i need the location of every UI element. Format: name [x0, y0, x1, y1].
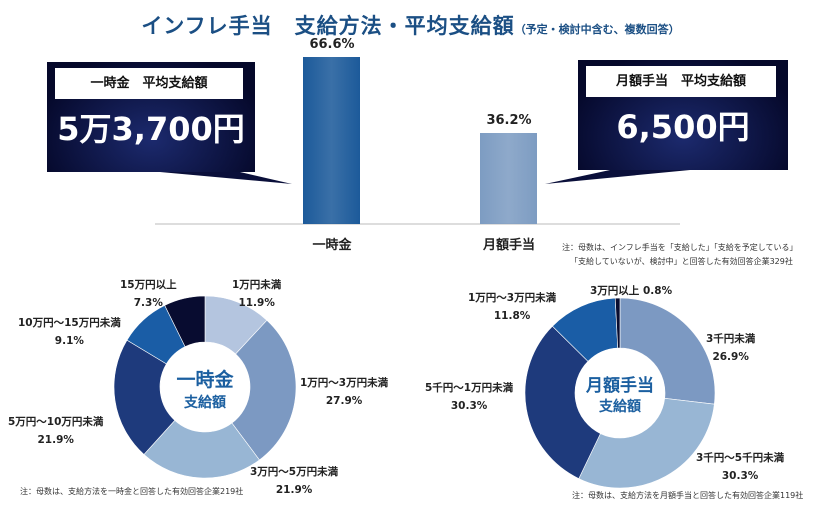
note-bar-1: 注：母数は、インフレ手当を「支給した」「支給を予定している」	[562, 243, 798, 252]
callout-value: 5万3,700円	[57, 110, 245, 148]
slice-label: 3千円～5千円未満	[696, 452, 785, 464]
callout-value: 6,500円	[616, 108, 750, 146]
slice-value: 9.1%	[54, 335, 84, 347]
slice-value: 30.3%	[450, 400, 488, 412]
note-donut-2: 注：母数は、支給方法を月額手当と回答した有効回答企業119社	[572, 491, 804, 500]
slice-value: 30.3%	[721, 470, 759, 482]
note-donut-1: 注：母数は、支給方法を一時金と回答した有効回答企業219社	[20, 487, 244, 496]
donut-slice	[619, 297, 716, 405]
slice-value: 0.8%	[642, 285, 673, 297]
subtitle-text: （予定・検討中含む、複数回答）	[514, 23, 680, 36]
donut-slice	[524, 325, 601, 479]
callout-tail-left	[160, 172, 292, 184]
donut-center-title: 月額手当	[586, 376, 654, 396]
bar-value-label: 66.6%	[309, 37, 355, 52]
slice-label: 1万円～3万円未満	[300, 377, 389, 389]
bar-category-label: 月額手当	[482, 238, 535, 253]
slice-value: 21.9%	[37, 434, 74, 446]
donut-slice	[578, 397, 715, 489]
slice-label: 5万円～10万円未満	[8, 416, 104, 428]
bar-category-label: 一時金	[312, 238, 352, 253]
slice-value: 11.8%	[493, 310, 531, 322]
slice-value: 26.9%	[712, 351, 749, 363]
slice-value: 11.9%	[238, 297, 275, 309]
slice-label: 10万円～15万円未満	[18, 317, 121, 329]
callout-tail-right	[545, 170, 690, 184]
donut-slice	[231, 319, 297, 461]
bar-0	[303, 57, 360, 224]
chart-title: インフレ手当 支給方法・平均支給額（予定・検討中含む、複数回答）	[0, 10, 821, 40]
bar-value-label: 36.2%	[486, 113, 532, 129]
slice-label: 3万円以上	[590, 285, 640, 297]
slice-label: 3千円未満	[706, 333, 756, 345]
slice-value: 21.9%	[275, 484, 313, 496]
donut-center-title: 一時金	[176, 369, 234, 391]
donut-center-subtitle: 支給額	[184, 395, 226, 411]
title-text: インフレ手当 支給方法・平均支給額	[141, 14, 515, 38]
slice-label: 5千円～1万円未満	[425, 382, 514, 394]
slice-label: 1万円未満	[232, 279, 282, 291]
slice-value: 27.9%	[325, 395, 363, 407]
slice-value: 7.3%	[133, 297, 163, 309]
donut-slice	[614, 297, 621, 349]
callout-label: 月額手当 平均支給額	[586, 66, 776, 97]
callout-label: 一時金 平均支給額	[55, 68, 243, 99]
slice-label: 1万円～3万円未満	[468, 292, 557, 304]
bar-1	[480, 133, 537, 224]
donut-slice	[164, 295, 206, 348]
note-bar-2: 「支給していないが、検討中」と回答した有効回答企業329社	[570, 257, 793, 266]
slice-label: 15万円以上	[120, 279, 177, 291]
callout-lump-sum: 一時金 平均支給額 5万3,700円	[47, 62, 255, 172]
donut-center-subtitle: 支給額	[599, 399, 641, 415]
callout-monthly: 月額手当 平均支給額 6,500円	[578, 60, 788, 170]
slice-label: 3万円～5万円未満	[250, 466, 339, 478]
